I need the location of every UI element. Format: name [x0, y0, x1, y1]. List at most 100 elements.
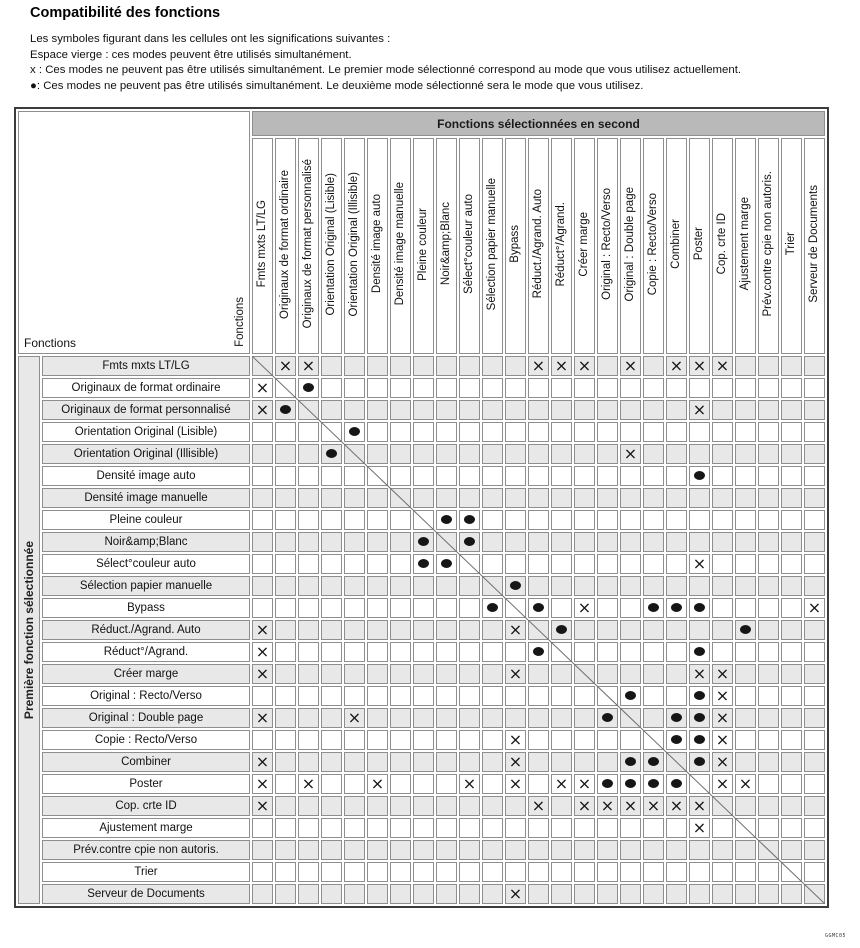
dot-mark — [625, 757, 636, 767]
matrix-cell — [758, 598, 779, 618]
matrix-cell — [666, 378, 687, 398]
matrix-cell — [735, 510, 756, 530]
row-label: Ajustement marge — [42, 818, 250, 838]
table-row: Sélection papier manuelle — [18, 576, 825, 596]
table-row: Cop. crte ID × × × × × × × × — [18, 796, 825, 816]
row-label: Orientation Original (Illisible) — [42, 444, 250, 464]
row-label: Pleine couleur — [42, 510, 250, 530]
matrix-cell — [712, 576, 733, 596]
column-header-22: Ajustement marge — [735, 138, 756, 354]
matrix-cell — [620, 532, 641, 552]
matrix-cell: × — [620, 444, 641, 464]
matrix-cell — [390, 466, 411, 486]
matrix-cell — [781, 400, 802, 420]
table-row: Première fonction sélectionnée Fmts mxts … — [18, 356, 825, 904]
matrix-cell — [321, 576, 342, 596]
matrix-cell — [252, 356, 273, 376]
matrix-cell — [735, 422, 756, 442]
table-row: Prév.contre cpie non autoris. — [18, 840, 825, 860]
dot-mark — [533, 603, 544, 613]
dot-mark — [694, 691, 705, 701]
matrix-cell — [551, 884, 572, 904]
matrix-cell — [344, 884, 365, 904]
matrix-cell — [482, 422, 503, 442]
dot-mark — [648, 779, 659, 789]
matrix-cell: × — [574, 796, 595, 816]
matrix-cell — [252, 444, 273, 464]
matrix-cell — [620, 708, 641, 728]
matrix-cell — [781, 422, 802, 442]
matrix-cell — [390, 532, 411, 552]
matrix-cell — [758, 774, 779, 794]
matrix-cell — [367, 686, 388, 706]
matrix-cell — [436, 422, 457, 442]
matrix-cell — [482, 620, 503, 640]
matrix-cell — [321, 532, 342, 552]
matrix-cell — [689, 488, 710, 508]
matrix-cell — [390, 730, 411, 750]
matrix-cell — [390, 444, 411, 464]
matrix-cell — [597, 620, 618, 640]
matrix-cell — [574, 708, 595, 728]
matrix-cell — [482, 774, 503, 794]
dot-mark — [464, 537, 475, 547]
column-header-15: Créer marge — [574, 138, 595, 354]
matrix-cell — [344, 840, 365, 860]
matrix-cell — [597, 884, 618, 904]
matrix-cell — [781, 532, 802, 552]
matrix-cell — [551, 400, 572, 420]
matrix-cell — [298, 686, 319, 706]
matrix-cell: × — [252, 664, 273, 684]
matrix-cell — [436, 840, 457, 860]
matrix-cell: × — [459, 774, 480, 794]
x-mark: × — [692, 818, 707, 837]
matrix-cell — [735, 708, 756, 728]
matrix-cell — [735, 752, 756, 772]
matrix-cell — [643, 840, 664, 860]
matrix-cell — [321, 400, 342, 420]
dot-mark — [671, 603, 682, 613]
matrix-cell — [551, 576, 572, 596]
matrix-cell — [344, 620, 365, 640]
matrix-cell — [620, 774, 641, 794]
dot-mark — [602, 779, 613, 789]
matrix-cell — [252, 730, 273, 750]
matrix-cell — [367, 796, 388, 816]
matrix-cell — [413, 862, 434, 882]
matrix-cell — [252, 466, 273, 486]
matrix-cell: × — [666, 796, 687, 816]
matrix-cell — [528, 664, 549, 684]
matrix-cell: × — [252, 400, 273, 420]
matrix-cell — [758, 356, 779, 376]
matrix-cell — [528, 466, 549, 486]
x-mark: × — [255, 378, 270, 397]
row-label: Sélection papier manuelle — [42, 576, 250, 596]
matrix-cell — [459, 620, 480, 640]
matrix-cell: × — [574, 598, 595, 618]
matrix-cell: × — [574, 356, 595, 376]
matrix-cell — [482, 444, 503, 464]
matrix-cell — [505, 532, 526, 552]
matrix-cell — [620, 378, 641, 398]
matrix-cell — [620, 488, 641, 508]
matrix-cell — [689, 378, 710, 398]
column-header-11: Sélection papier manuelle — [482, 138, 503, 354]
matrix-cell — [574, 818, 595, 838]
dot-mark — [671, 713, 682, 723]
matrix-cell — [528, 532, 549, 552]
matrix-cell — [781, 444, 802, 464]
matrix-cell — [551, 730, 572, 750]
matrix-cell — [390, 796, 411, 816]
dot-mark — [303, 383, 314, 393]
matrix-cell — [597, 774, 618, 794]
matrix-cell — [436, 598, 457, 618]
table-row: Ajustement marge × — [18, 818, 825, 838]
matrix-cell — [781, 752, 802, 772]
row-label: Créer marge — [42, 664, 250, 684]
matrix-cell — [620, 862, 641, 882]
column-header-13: Réduct./Agrand. Auto — [528, 138, 549, 354]
matrix-cell — [758, 664, 779, 684]
dot-mark — [602, 713, 613, 723]
matrix-cell — [298, 422, 319, 442]
x-mark: × — [508, 774, 523, 793]
